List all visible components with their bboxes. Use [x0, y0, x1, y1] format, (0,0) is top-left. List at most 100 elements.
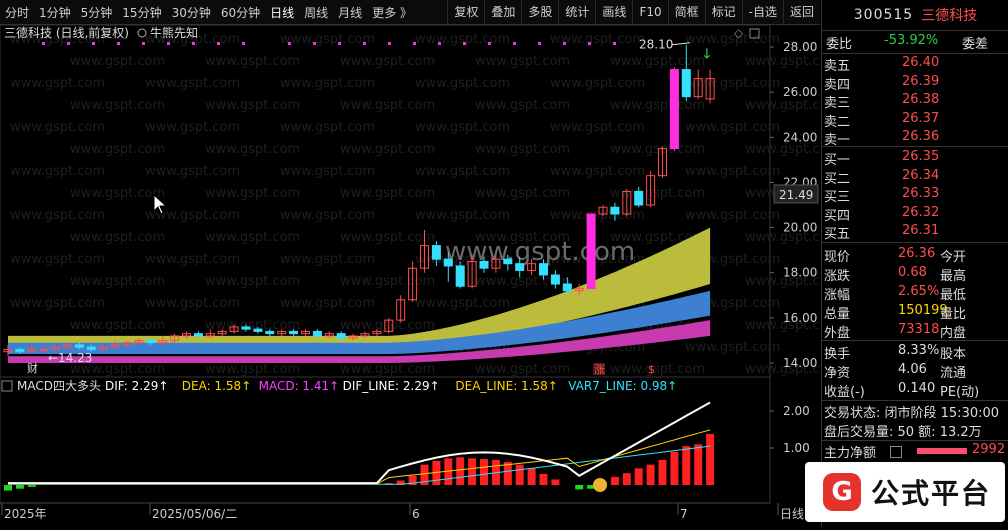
date-axis-label: 日线 — [780, 507, 804, 521]
panel-row: 卖二 26.37 — [822, 111, 1008, 130]
candle-body — [479, 260, 489, 269]
period-5[interactable]: 60分钟 — [220, 5, 261, 20]
stock-name[interactable]: 三德科技 — [921, 8, 978, 24]
tool-button-2[interactable]: 多股 — [521, 0, 558, 24]
chart-toolbar: 分时 1分钟 5分钟 15分钟 30分钟 60分钟 日线 周线 月线 更多 》 复权 叠加 多股 统计画… — [0, 0, 820, 25]
signal-dot — [413, 42, 416, 45]
indicator-toggle-icon — [137, 28, 147, 38]
stat-value: 26.36 — [898, 246, 936, 261]
watermark-text: www.gspt.com — [415, 208, 510, 223]
divider — [822, 146, 1008, 147]
tool-button-3[interactable]: 统计 — [558, 0, 595, 24]
watermark-text: www.gspt.com — [10, 296, 105, 311]
watermark-text: www.gspt.com — [280, 296, 375, 311]
watermark-text: www.gspt.com — [145, 252, 240, 267]
ask-price: 26.36 — [902, 129, 940, 144]
watermark-text: www.gspt.com — [685, 340, 780, 355]
macd-bar — [27, 485, 36, 487]
period-2[interactable]: 5分钟 — [80, 5, 113, 20]
tool-button-0[interactable]: 复权 — [447, 0, 484, 24]
down-signal-icon: ↓ — [701, 46, 713, 62]
candle-body — [241, 326, 251, 330]
candle-body — [146, 339, 156, 344]
period-8[interactable]: 月线 — [338, 5, 363, 20]
signal-dot — [613, 42, 616, 45]
chart-svg[interactable]: www.gspt.com www.gspt.com www.gspt.com www.… — [0, 24, 840, 527]
period-6[interactable]: 日线 — [270, 5, 295, 20]
watermark-text: www.gspt.com — [280, 252, 375, 267]
period-9[interactable]: 更多 》 — [372, 5, 413, 20]
watermark-text: www.gspt.com — [415, 296, 510, 311]
watermark-text: www.gspt.com — [70, 98, 165, 113]
tool-button-4[interactable]: 画线 — [595, 0, 632, 24]
watermark-text: www.gspt.com — [205, 274, 300, 289]
watermark-text: www.gspt.com — [205, 186, 300, 201]
panel-row: 净资 4.06 流通 — [822, 362, 1008, 381]
watermark-text: www.gspt.com — [205, 318, 300, 333]
watermark-text: www.gspt.com — [340, 186, 435, 201]
macd-legend-item: DEA_LINE: 1.58↑ — [455, 379, 557, 393]
high-marker-arrow — [671, 42, 691, 46]
macd-bar — [539, 473, 548, 485]
period-0[interactable]: 分时 — [5, 5, 30, 20]
kline-chart[interactable]: www.gspt.com www.gspt.com www.gspt.com www.… — [0, 24, 840, 527]
watermark-text: www.gspt.com — [550, 164, 645, 179]
macd-legend-item: DIF: 2.29↑ — [105, 379, 168, 393]
stat-value: 2.65% — [898, 284, 940, 299]
watermark-text: www.gspt.com — [415, 76, 510, 91]
candle-body — [122, 342, 132, 346]
watermark-text: www.gspt.com — [70, 274, 165, 289]
period-1[interactable]: 1分钟 — [39, 5, 71, 20]
candle-body — [598, 206, 608, 215]
tool-button-9[interactable]: 返回 — [782, 0, 820, 24]
candle-body — [384, 319, 394, 332]
candle-body — [324, 333, 334, 337]
main-flow-icon[interactable] — [890, 446, 902, 458]
candle-body — [669, 69, 679, 150]
watermark-text: www.gspt.com — [745, 274, 820, 289]
watermark-text: www.gspt.com — [415, 120, 510, 135]
signal-dot — [363, 42, 366, 45]
candle-body — [170, 335, 180, 341]
candle-body — [86, 346, 96, 350]
main-flow-bar — [917, 448, 967, 454]
candle-body — [360, 333, 370, 337]
trade-status: 交易状态: 闭市阶段 15:30:00 — [822, 402, 1008, 421]
period-4[interactable]: 30分钟 — [171, 5, 211, 20]
candle-body — [372, 330, 382, 335]
watermark-text: www.gspt.com — [745, 230, 820, 245]
candle-body — [336, 333, 346, 339]
tool-buttons: 复权 叠加 多股 统计 画线 F10 简框 标记 -自选 返回 — [447, 0, 820, 24]
tool-button-6[interactable]: 简框 — [667, 0, 705, 24]
candle-body — [420, 245, 429, 269]
high-price-marker: 28.10 — [639, 38, 673, 52]
tool-button-5[interactable]: F10 — [632, 0, 667, 24]
divider — [822, 242, 1008, 243]
ask-label: 卖一 — [824, 133, 851, 148]
candle-body — [348, 335, 358, 339]
tool-button-7[interactable]: 标记 — [704, 0, 742, 24]
dividend-badge: $ — [648, 363, 655, 376]
panel-row: 卖三 26.38 — [822, 92, 1008, 111]
watermark-text: www.gspt.com — [550, 252, 645, 267]
watermark-text: www.gspt.com — [550, 120, 645, 135]
macd-legend-item: DIF_LINE: 2.29↑ — [343, 379, 440, 393]
price-axis-label: 14.00 — [783, 356, 817, 370]
candle-body — [205, 333, 215, 337]
period-7[interactable]: 周线 — [304, 5, 329, 20]
ask-price: 26.38 — [902, 92, 940, 107]
watermark-text: www.gspt.com — [70, 230, 165, 245]
stat2-label: 净资 — [824, 366, 851, 381]
bid-price: 26.35 — [902, 149, 940, 164]
candle-body — [681, 69, 691, 98]
watermark-text: www.gspt.com — [685, 32, 780, 47]
candle-body — [134, 339, 144, 344]
period-3[interactable]: 15分钟 — [122, 5, 162, 20]
candle-body — [193, 333, 203, 337]
watermark-text: www.gspt.com — [340, 54, 435, 69]
tool-button-1[interactable]: 叠加 — [484, 0, 521, 24]
stat-label: 涨跌 — [824, 269, 851, 284]
watermark-text: www.gspt.com — [475, 142, 570, 157]
weicha-label: 委差 — [962, 37, 989, 52]
tool-button-8[interactable]: -自选 — [741, 0, 783, 24]
